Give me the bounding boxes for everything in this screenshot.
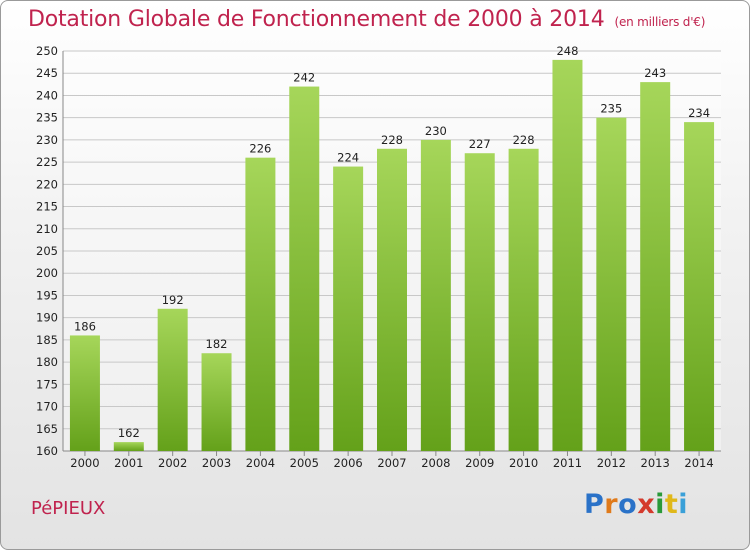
logo-letter-3: x [637, 489, 656, 520]
title-text: Dotation Globale de Fonctionnement de 20… [28, 7, 605, 32]
y-tick-label: 215 [36, 200, 58, 214]
y-tick-label: 235 [36, 111, 58, 125]
logo-letter-4: i [655, 489, 665, 520]
y-tick-label: 165 [36, 422, 58, 436]
y-tick-label: 175 [36, 377, 58, 391]
bar-2008 [420, 139, 451, 451]
x-tick-label-2012: 2012 [597, 456, 626, 470]
bar-2014 [684, 122, 715, 451]
y-tick-label: 200 [36, 266, 58, 280]
data-label-2007: 228 [381, 133, 403, 147]
y-tick-label: 240 [36, 88, 58, 102]
y-tick-label: 230 [36, 133, 58, 147]
x-tick-label-2007: 2007 [377, 456, 406, 470]
data-label-2005: 242 [293, 71, 315, 85]
y-tick-label: 225 [36, 155, 58, 169]
data-label-2000: 186 [74, 319, 96, 333]
logo-letter-6: i [678, 489, 689, 520]
bar-2013 [640, 82, 671, 451]
logo-letter-0: P [584, 489, 605, 520]
y-tick-label: 170 [36, 400, 58, 414]
bar-2012 [596, 117, 627, 452]
x-tick-label-2014: 2014 [684, 456, 713, 470]
data-label-2011: 248 [556, 44, 578, 58]
bar-2011 [552, 59, 583, 452]
y-tick-label: 210 [36, 222, 58, 236]
y-tick-label: 195 [36, 288, 58, 302]
x-tick-label-2013: 2013 [641, 456, 670, 470]
data-label-2013: 243 [644, 66, 666, 80]
x-tick-label-2002: 2002 [158, 456, 187, 470]
y-tick-label: 245 [36, 66, 58, 80]
x-tick-label-2004: 2004 [246, 456, 275, 470]
data-label-2002: 192 [162, 293, 184, 307]
x-tick-label-2009: 2009 [465, 456, 494, 470]
proxiti-logo: Proxiti [584, 489, 688, 520]
x-tick-label-2005: 2005 [290, 456, 319, 470]
place-name: PéPIEUX [31, 498, 106, 519]
y-tick-label: 160 [36, 444, 58, 458]
x-tick-label-2000: 2000 [70, 456, 99, 470]
bar-2000 [69, 335, 100, 451]
bar-2010 [508, 148, 539, 451]
bar-2009 [464, 153, 495, 451]
bar-2003 [201, 353, 232, 451]
bar-2001 [113, 442, 144, 451]
data-label-2009: 227 [469, 137, 491, 151]
x-tick-label-2006: 2006 [333, 456, 362, 470]
data-label-2001: 162 [118, 426, 140, 440]
y-tick-label: 250 [36, 44, 58, 58]
x-tick-label-2003: 2003 [202, 456, 231, 470]
bar-2005 [289, 86, 320, 452]
y-tick-label: 185 [36, 333, 58, 347]
bar-2007 [377, 148, 407, 451]
x-tick-label-2010: 2010 [509, 456, 538, 470]
data-label-2012: 235 [600, 102, 622, 116]
x-tick-label-2001: 2001 [114, 456, 143, 470]
unit-label: (en milliers d'€) [614, 15, 706, 29]
x-tick-label-2011: 2011 [553, 456, 582, 470]
data-label-2003: 182 [206, 337, 228, 351]
data-label-2008: 230 [425, 124, 447, 138]
data-label-2006: 224 [337, 151, 359, 165]
logo-letter-5: t [664, 489, 679, 520]
y-tick-label: 220 [36, 177, 58, 191]
chart-title: Dotation Globale de Fonctionnement de 20… [28, 7, 705, 32]
y-tick-label: 190 [36, 311, 58, 325]
y-tick-label: 180 [36, 355, 58, 369]
data-label-2010: 228 [513, 133, 535, 147]
logo-letter-1: r [604, 489, 619, 520]
y-tick-label: 205 [36, 244, 58, 258]
bar-2006 [333, 166, 364, 452]
logo-letter-2: o [618, 489, 638, 520]
data-label-2014: 234 [688, 106, 710, 120]
x-tick-label-2008: 2008 [421, 456, 450, 470]
data-label-2004: 226 [249, 142, 271, 156]
bar-2002 [157, 308, 188, 451]
bar-2004 [245, 157, 276, 451]
